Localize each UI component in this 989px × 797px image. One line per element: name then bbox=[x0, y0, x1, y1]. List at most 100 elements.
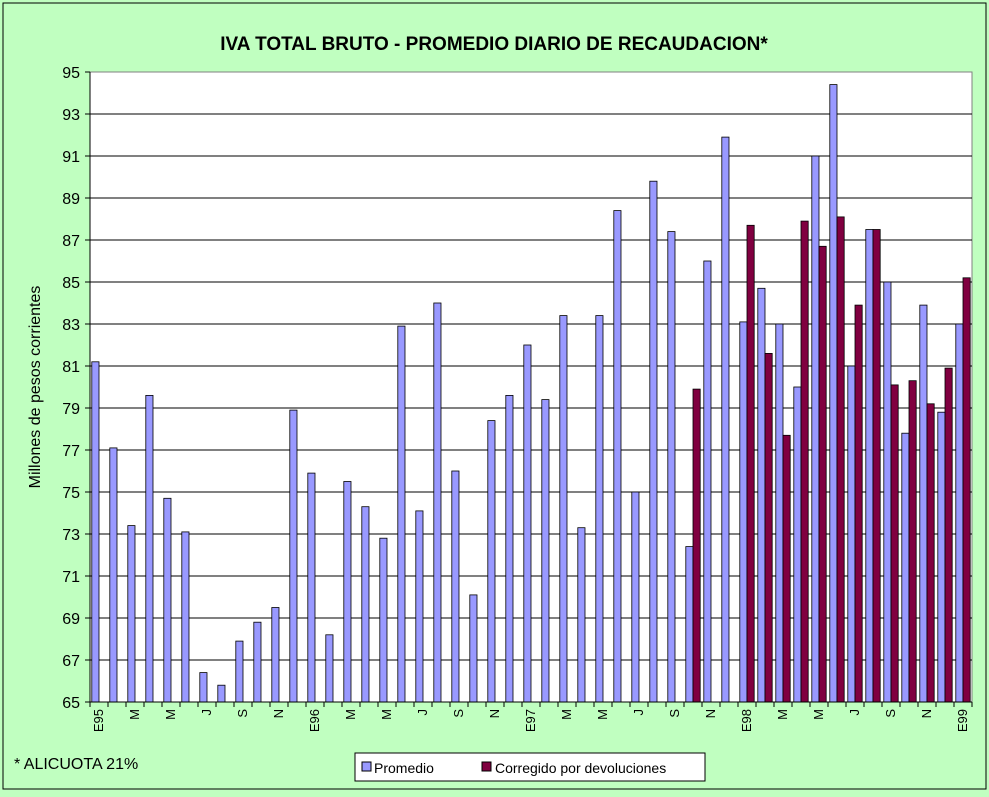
y-tick-label: 95 bbox=[62, 65, 80, 82]
footnote: * ALICUOTA 21% bbox=[14, 756, 138, 773]
bar-promedio bbox=[217, 684, 226, 703]
y-tick-label: 93 bbox=[62, 107, 80, 124]
x-tick-label: E99 bbox=[955, 709, 970, 732]
x-tick-label: S bbox=[667, 709, 682, 718]
bar-promedio bbox=[523, 344, 532, 703]
x-tick-label: J bbox=[415, 709, 430, 716]
bar-promedio bbox=[469, 594, 478, 703]
bar-promedio bbox=[343, 481, 352, 703]
bar-promedio bbox=[361, 506, 370, 703]
bar-promedio bbox=[847, 365, 856, 703]
x-tick-label: E98 bbox=[739, 709, 754, 732]
bar-promedio bbox=[541, 399, 550, 703]
bar-promedio bbox=[685, 546, 694, 703]
y-tick-label: 91 bbox=[62, 149, 80, 166]
bar-promedio bbox=[379, 537, 388, 703]
bar-promedio bbox=[721, 136, 730, 703]
bar-promedio bbox=[163, 497, 172, 703]
bar-promedio bbox=[397, 325, 406, 703]
bar-corregido bbox=[746, 224, 755, 703]
bar-promedio bbox=[811, 155, 820, 703]
y-tick-label: 83 bbox=[62, 317, 80, 334]
x-tick-label: J bbox=[199, 709, 214, 716]
x-tick-label: M bbox=[343, 709, 358, 720]
legend-swatch-corregido bbox=[481, 761, 492, 772]
x-tick-label: J bbox=[847, 709, 862, 716]
y-tick-label: 89 bbox=[62, 191, 80, 208]
bar-promedio bbox=[703, 260, 712, 703]
y-tick-label: 71 bbox=[62, 569, 80, 586]
bar-corregido bbox=[890, 384, 899, 703]
x-tick-label: S bbox=[883, 709, 898, 718]
bar-corregido bbox=[764, 352, 773, 703]
bar-promedio bbox=[433, 302, 442, 703]
y-axis-label: Millones de pesos corrientes bbox=[27, 286, 44, 489]
x-tick-label: M bbox=[559, 709, 574, 720]
bar-promedio bbox=[631, 491, 640, 703]
bar-promedio bbox=[559, 315, 568, 703]
x-tick-label: M bbox=[811, 709, 826, 720]
x-tick-label: S bbox=[235, 709, 250, 718]
bar-promedio bbox=[649, 180, 658, 703]
bar-promedio bbox=[289, 409, 298, 703]
bar-promedio bbox=[775, 323, 784, 703]
bar-corregido bbox=[872, 229, 881, 703]
y-tick-label: 69 bbox=[62, 611, 80, 628]
bar-promedio bbox=[451, 470, 460, 703]
x-tick-label: E97 bbox=[523, 709, 538, 732]
y-tick-label: 73 bbox=[62, 527, 80, 544]
x-tick-label: M bbox=[775, 709, 790, 720]
bar-corregido bbox=[782, 434, 791, 703]
bar-promedio bbox=[109, 447, 118, 703]
bar-corregido bbox=[962, 277, 971, 703]
bar-promedio bbox=[325, 634, 334, 703]
x-tick-label: M bbox=[595, 709, 610, 720]
x-tick-label: N bbox=[919, 709, 934, 718]
bar-promedio bbox=[253, 621, 262, 703]
bar-corregido bbox=[818, 245, 827, 703]
bar-promedio bbox=[505, 394, 514, 703]
legend-label-promedio: Promedio bbox=[374, 760, 434, 776]
y-tick-label: 87 bbox=[62, 233, 80, 250]
bar-promedio bbox=[865, 229, 874, 703]
bar-promedio bbox=[919, 304, 928, 703]
bar-promedio bbox=[955, 323, 964, 703]
x-tick-label: S bbox=[451, 709, 466, 718]
chart-title: IVA TOTAL BRUTO - PROMEDIO DIARIO DE REC… bbox=[220, 34, 768, 55]
bar-promedio bbox=[883, 281, 892, 703]
bar-promedio bbox=[793, 386, 802, 703]
bar-promedio bbox=[235, 640, 244, 703]
bar-promedio bbox=[667, 231, 676, 703]
bar-promedio bbox=[739, 321, 748, 703]
x-tick-label: N bbox=[703, 709, 718, 718]
y-tick-label: 67 bbox=[62, 653, 80, 670]
legend-swatch-promedio bbox=[361, 761, 372, 772]
bar-promedio bbox=[901, 432, 910, 703]
bar-corregido bbox=[854, 304, 863, 703]
bar-promedio bbox=[199, 672, 208, 703]
bar-promedio bbox=[613, 210, 622, 703]
legend-box bbox=[354, 752, 706, 782]
y-tick-label: 77 bbox=[62, 443, 80, 460]
bar-corregido bbox=[908, 380, 917, 703]
bar-promedio bbox=[145, 394, 154, 703]
x-tick-label: E95 bbox=[91, 709, 106, 732]
x-tick-label: M bbox=[163, 709, 178, 720]
y-tick-label: 79 bbox=[62, 401, 80, 418]
x-tick-label: M bbox=[127, 709, 142, 720]
bar-promedio bbox=[595, 315, 604, 703]
bar-promedio bbox=[829, 84, 838, 703]
bar-corregido bbox=[926, 403, 935, 703]
legend-label-corregido: Corregido por devoluciones bbox=[495, 760, 666, 776]
bar-corregido bbox=[836, 216, 845, 703]
x-tick-label: N bbox=[271, 709, 286, 718]
x-tick-label: E96 bbox=[307, 709, 322, 732]
bar-promedio bbox=[181, 531, 190, 703]
bar-promedio bbox=[937, 411, 946, 703]
bar-promedio bbox=[271, 607, 280, 703]
y-tick-label: 75 bbox=[62, 485, 80, 502]
bar-promedio bbox=[577, 527, 586, 703]
legend: Promedio Corregido por devoluciones bbox=[354, 752, 706, 782]
